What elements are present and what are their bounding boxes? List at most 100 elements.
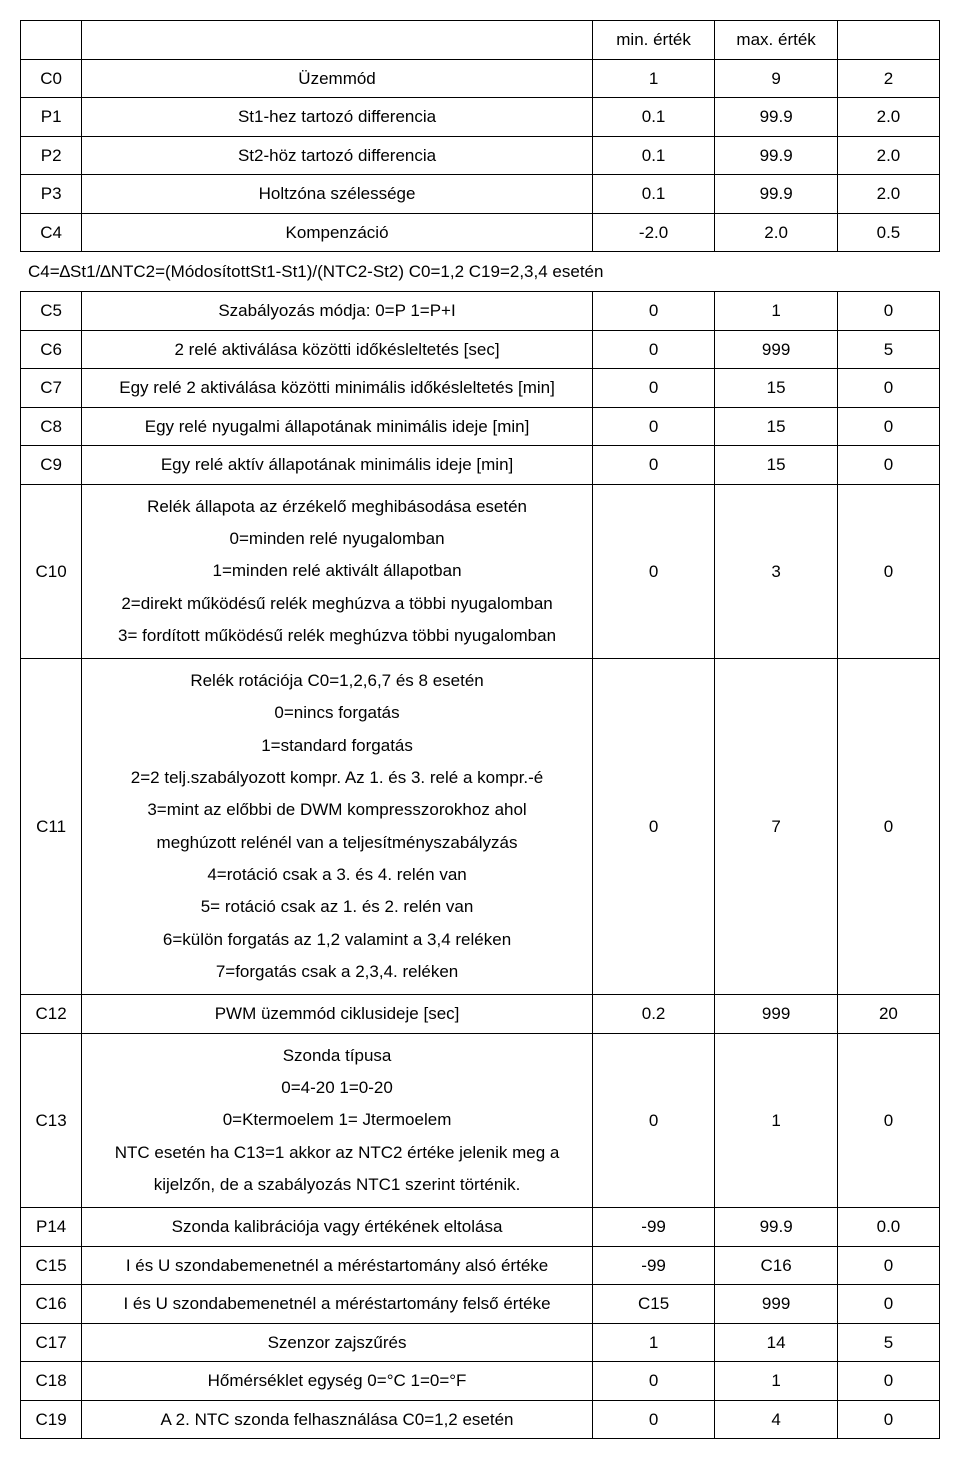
def-cell: 0.0 bbox=[837, 1208, 939, 1247]
code-cell: C0 bbox=[21, 59, 82, 98]
desc-cell: I és U szondabemenetnél a méréstartomány… bbox=[82, 1246, 593, 1285]
code-cell: C13 bbox=[21, 1033, 82, 1207]
code-cell: C7 bbox=[21, 369, 82, 408]
desc-cell: St2-höz tartozó differencia bbox=[82, 136, 593, 175]
max-cell: 4 bbox=[715, 1400, 838, 1439]
table-row: C19 A 2. NTC szonda felhasználása C0=1,2… bbox=[21, 1400, 940, 1439]
max-cell: 14 bbox=[715, 1323, 838, 1362]
def-cell: 2 bbox=[837, 59, 939, 98]
def-cell: 5 bbox=[837, 330, 939, 369]
def-cell: 0 bbox=[837, 292, 939, 331]
header-min: min. érték bbox=[592, 21, 715, 60]
desc-cell: Szonda kalibrációja vagy értékének eltol… bbox=[82, 1208, 593, 1247]
table-row: C17 Szenzor zajszűrés 1 14 5 bbox=[21, 1323, 940, 1362]
min-cell: 0 bbox=[592, 659, 715, 995]
max-cell: 1 bbox=[715, 1033, 838, 1207]
max-cell: 15 bbox=[715, 446, 838, 485]
table-row: C8 Egy relé nyugalmi állapotának minimál… bbox=[21, 407, 940, 446]
header-code bbox=[21, 21, 82, 60]
desc-cell: A 2. NTC szonda felhasználása C0=1,2 ese… bbox=[82, 1400, 593, 1439]
min-cell: 0 bbox=[592, 484, 715, 658]
def-cell: 20 bbox=[837, 995, 939, 1034]
desc-cell: Szabályozás módja: 0=P 1=P+I bbox=[82, 292, 593, 331]
code-cell: C12 bbox=[21, 995, 82, 1034]
desc-cell: Kompenzáció bbox=[82, 213, 593, 252]
table-row: P1 St1-hez tartozó differencia 0.1 99.9 … bbox=[21, 98, 940, 137]
max-cell: 2.0 bbox=[715, 213, 838, 252]
code-cell: P1 bbox=[21, 98, 82, 137]
def-cell: 0 bbox=[837, 369, 939, 408]
max-cell: 99.9 bbox=[715, 175, 838, 214]
desc-cell: PWM üzemmód ciklusideje [sec] bbox=[82, 995, 593, 1034]
table-row: C0 Üzemmód 1 9 2 bbox=[21, 59, 940, 98]
def-cell: 0.5 bbox=[837, 213, 939, 252]
code-cell: C18 bbox=[21, 1362, 82, 1401]
code-cell: C8 bbox=[21, 407, 82, 446]
code-cell: C17 bbox=[21, 1323, 82, 1362]
code-cell: P14 bbox=[21, 1208, 82, 1247]
code-cell: P2 bbox=[21, 136, 82, 175]
table-row: C4 Kompenzáció -2.0 2.0 0.5 bbox=[21, 213, 940, 252]
desc-cell-multiline: Relék rotációja C0=1,2,6,7 és 8 esetén0=… bbox=[82, 659, 593, 995]
min-cell: 0 bbox=[592, 330, 715, 369]
desc-cell: I és U szondabemenetnél a méréstartomány… bbox=[82, 1285, 593, 1324]
max-cell: 999 bbox=[715, 995, 838, 1034]
note-c4: C4=∆St1/∆NTC2=(MódosítottSt1-St1)/(NTC2-… bbox=[20, 252, 940, 291]
desc-cell: 2 relé aktiválása közötti időkésleltetés… bbox=[82, 330, 593, 369]
desc-cell-multiline: Szonda típusa0=4-20 1=0-200=Ktermoelem 1… bbox=[82, 1033, 593, 1207]
desc-cell: Üzemmód bbox=[82, 59, 593, 98]
table-row-c11: C11 Relék rotációja C0=1,2,6,7 és 8 eset… bbox=[21, 659, 940, 995]
def-cell: 0 bbox=[837, 659, 939, 995]
max-cell: C16 bbox=[715, 1246, 838, 1285]
min-cell: -99 bbox=[592, 1246, 715, 1285]
max-cell: 7 bbox=[715, 659, 838, 995]
max-cell: 1 bbox=[715, 292, 838, 331]
desc-cell: Egy relé nyugalmi állapotának minimális … bbox=[82, 407, 593, 446]
desc-cell: Egy relé aktív állapotának minimális ide… bbox=[82, 446, 593, 485]
min-cell: 0.2 bbox=[592, 995, 715, 1034]
table-row: C18 Hőmérséklet egység 0=°C 1=0=°F 0 1 0 bbox=[21, 1362, 940, 1401]
min-cell: 0.1 bbox=[592, 175, 715, 214]
max-cell: 999 bbox=[715, 330, 838, 369]
min-cell: -2.0 bbox=[592, 213, 715, 252]
code-cell: C16 bbox=[21, 1285, 82, 1324]
min-cell: 0 bbox=[592, 1362, 715, 1401]
code-cell: C15 bbox=[21, 1246, 82, 1285]
min-cell: C15 bbox=[592, 1285, 715, 1324]
table-row: C9 Egy relé aktív állapotának minimális … bbox=[21, 446, 940, 485]
header-desc bbox=[82, 21, 593, 60]
def-cell: 0 bbox=[837, 1400, 939, 1439]
max-cell: 9 bbox=[715, 59, 838, 98]
code-cell: C11 bbox=[21, 659, 82, 995]
min-cell: -99 bbox=[592, 1208, 715, 1247]
min-cell: 0.1 bbox=[592, 136, 715, 175]
desc-cell-multiline: Relék állapota az érzékelő meghibásodása… bbox=[82, 484, 593, 658]
def-cell: 0 bbox=[837, 1246, 939, 1285]
desc-cell: St1-hez tartozó differencia bbox=[82, 98, 593, 137]
def-cell: 0 bbox=[837, 1285, 939, 1324]
def-cell: 0 bbox=[837, 1033, 939, 1207]
code-cell: C6 bbox=[21, 330, 82, 369]
table-row: C12 PWM üzemmód ciklusideje [sec] 0.2 99… bbox=[21, 995, 940, 1034]
max-cell: 99.9 bbox=[715, 98, 838, 137]
table-row: P2 St2-höz tartozó differencia 0.1 99.9 … bbox=[21, 136, 940, 175]
desc-cell: Szenzor zajszűrés bbox=[82, 1323, 593, 1362]
desc-cell: Holtzóna szélessége bbox=[82, 175, 593, 214]
table-row: C6 2 relé aktiválása közötti időkéslelte… bbox=[21, 330, 940, 369]
def-cell: 5 bbox=[837, 1323, 939, 1362]
max-cell: 999 bbox=[715, 1285, 838, 1324]
desc-cell: Hőmérséklet egység 0=°C 1=0=°F bbox=[82, 1362, 593, 1401]
min-cell: 0 bbox=[592, 369, 715, 408]
code-cell: C5 bbox=[21, 292, 82, 331]
table-row: P3 Holtzóna szélessége 0.1 99.9 2.0 bbox=[21, 175, 940, 214]
def-cell: 0 bbox=[837, 446, 939, 485]
max-cell: 99.9 bbox=[715, 1208, 838, 1247]
table-row: C15 I és U szondabemenetnél a méréstarto… bbox=[21, 1246, 940, 1285]
header-def bbox=[837, 21, 939, 60]
def-cell: 2.0 bbox=[837, 98, 939, 137]
min-cell: 0.1 bbox=[592, 98, 715, 137]
table-row: C7 Egy relé 2 aktiválása közötti minimál… bbox=[21, 369, 940, 408]
code-cell: C4 bbox=[21, 213, 82, 252]
table-row: P14 Szonda kalibrációja vagy értékének e… bbox=[21, 1208, 940, 1247]
header-row: min. érték max. érték bbox=[21, 21, 940, 60]
